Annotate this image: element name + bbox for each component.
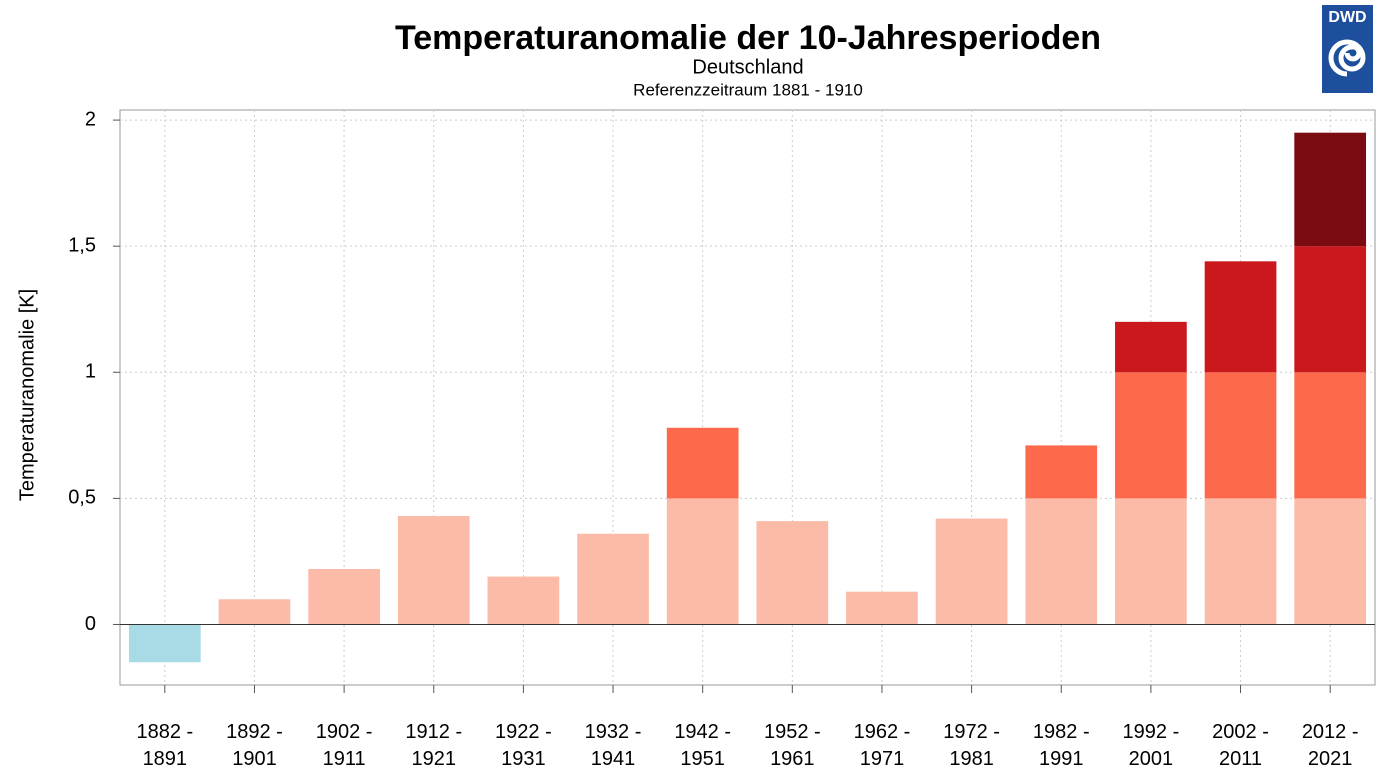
y-tick-label: 1,5	[68, 234, 96, 256]
bar-segment	[1294, 246, 1367, 373]
x-tick-label: 2002 - 2011	[1212, 721, 1269, 770]
bar-segment	[666, 498, 739, 625]
bar-segment	[756, 521, 829, 625]
x-tick-label: 1912 - 1921	[405, 721, 463, 770]
chart-title: Temperaturanomalie der 10-Jahresperioden	[395, 19, 1101, 57]
y-tick-label: 1	[85, 361, 96, 383]
bar	[128, 624, 201, 663]
bar	[756, 521, 829, 625]
plot-frame	[119, 109, 1376, 686]
x-tick-label: 1972 - 1981	[943, 721, 1000, 770]
bar	[397, 516, 470, 625]
logo-text: DWD	[1328, 9, 1366, 26]
logo: DWD	[1322, 5, 1373, 93]
bar-segment	[1204, 261, 1277, 373]
bar-segment	[487, 576, 560, 625]
bar-segment	[1115, 372, 1187, 499]
bar-segment	[218, 599, 291, 625]
bar-segment	[1115, 321, 1187, 373]
y-axis-label: Temperaturanomalie [K]	[16, 289, 38, 501]
bar-segment	[577, 533, 649, 625]
x-tick-label: 1982 - 1991	[1032, 721, 1090, 770]
bar-segment	[397, 516, 470, 625]
bar	[1294, 132, 1367, 625]
bar	[666, 427, 739, 625]
bar	[935, 518, 1008, 625]
bar-segment	[935, 518, 1008, 625]
bar	[218, 599, 291, 625]
x-tick-label: 1922 - 1931	[495, 721, 552, 770]
bar-segment	[308, 568, 380, 625]
bar-segment	[846, 591, 918, 625]
bar-segment	[1115, 498, 1187, 625]
bar-segment	[1294, 132, 1367, 247]
x-tick-label: 1952 - 1961	[763, 721, 821, 770]
bar-segment	[1025, 445, 1098, 499]
bar	[1204, 261, 1277, 625]
x-tick-label: 1992 - 2001	[1122, 721, 1180, 770]
bar-segment	[1204, 498, 1277, 625]
bar	[846, 591, 918, 625]
logo-swirl	[1328, 39, 1366, 77]
x-tick-label: 1882 - 1891	[136, 721, 194, 770]
x-tick-label: 1932 - 1941	[584, 721, 642, 770]
bar-segment	[666, 427, 739, 499]
bar-segment	[1294, 372, 1367, 499]
bar-segment	[128, 624, 201, 663]
bar	[577, 533, 649, 625]
bar-segment	[1294, 498, 1367, 625]
bar	[1115, 321, 1187, 625]
x-tick-label: 2012 - 2021	[1301, 721, 1359, 770]
chart-note: Referenzzeitraum 1881 - 1910	[633, 80, 863, 99]
y-tick-label: 2	[85, 108, 96, 130]
bar	[487, 576, 560, 625]
x-tick-label: 1902 - 1911	[315, 721, 373, 770]
y-tick-label: 0	[85, 613, 96, 635]
y-tick-label: 0,5	[68, 487, 96, 509]
chart-subtitle: Deutschland	[692, 56, 803, 78]
bar	[1025, 445, 1098, 625]
bar-segment	[1204, 372, 1277, 499]
bar	[308, 568, 380, 625]
x-tick-label: 1892 - 1901	[226, 721, 283, 770]
x-tick-label: 1962 - 1971	[853, 721, 911, 770]
x-tick-label: 1942 - 1951	[674, 721, 732, 770]
bar-segment	[1025, 498, 1098, 625]
